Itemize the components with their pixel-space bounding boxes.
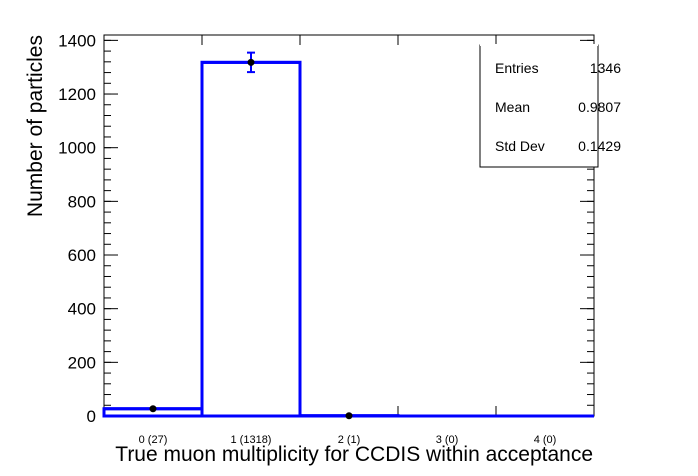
y-tick-label: 800 [68,192,96,211]
stats-label: Mean [495,99,530,115]
y-tick-label: 1000 [58,139,96,158]
x-tick-label: 2 (1) [338,434,361,446]
data-point [345,412,353,420]
y-axis-tick-labels: 0 200 400 600 800 1000 1200 1400 [58,31,96,426]
stats-label: Entries [495,60,539,76]
y-tick-label: 200 [68,353,96,372]
data-point [247,58,255,66]
stats-value: 0.9807 [578,99,621,115]
y-axis-title: Number of particles [24,35,47,217]
stats-box: Entries 1346 Mean 0.9807 Std Dev 0.1429 [479,44,621,168]
stats-value: 0.1429 [578,138,621,154]
x-tick-label: 4 (0) [534,434,557,446]
data-point [149,405,157,413]
x-tick-label: 3 (0) [436,434,459,446]
y-tick-label: 0 [87,407,96,426]
stats-label: Std Dev [495,138,545,154]
stats-value: 1346 [590,60,621,76]
x-axis-title: True muon multiplicity for CCDIS within … [115,443,593,466]
y-tick-label: 600 [68,246,96,265]
x-tick-label: 0 (27) [139,434,168,446]
error-bars [149,51,353,420]
y-tick-label: 1400 [58,31,96,50]
x-axis-tick-labels: 0 (27) 1 (1318) 2 (1) 3 (0) 4 (0) [139,434,557,446]
y-tick-label: 400 [68,300,96,319]
y-tick-label: 1200 [58,85,96,104]
x-tick-label: 1 (1318) [231,434,272,446]
